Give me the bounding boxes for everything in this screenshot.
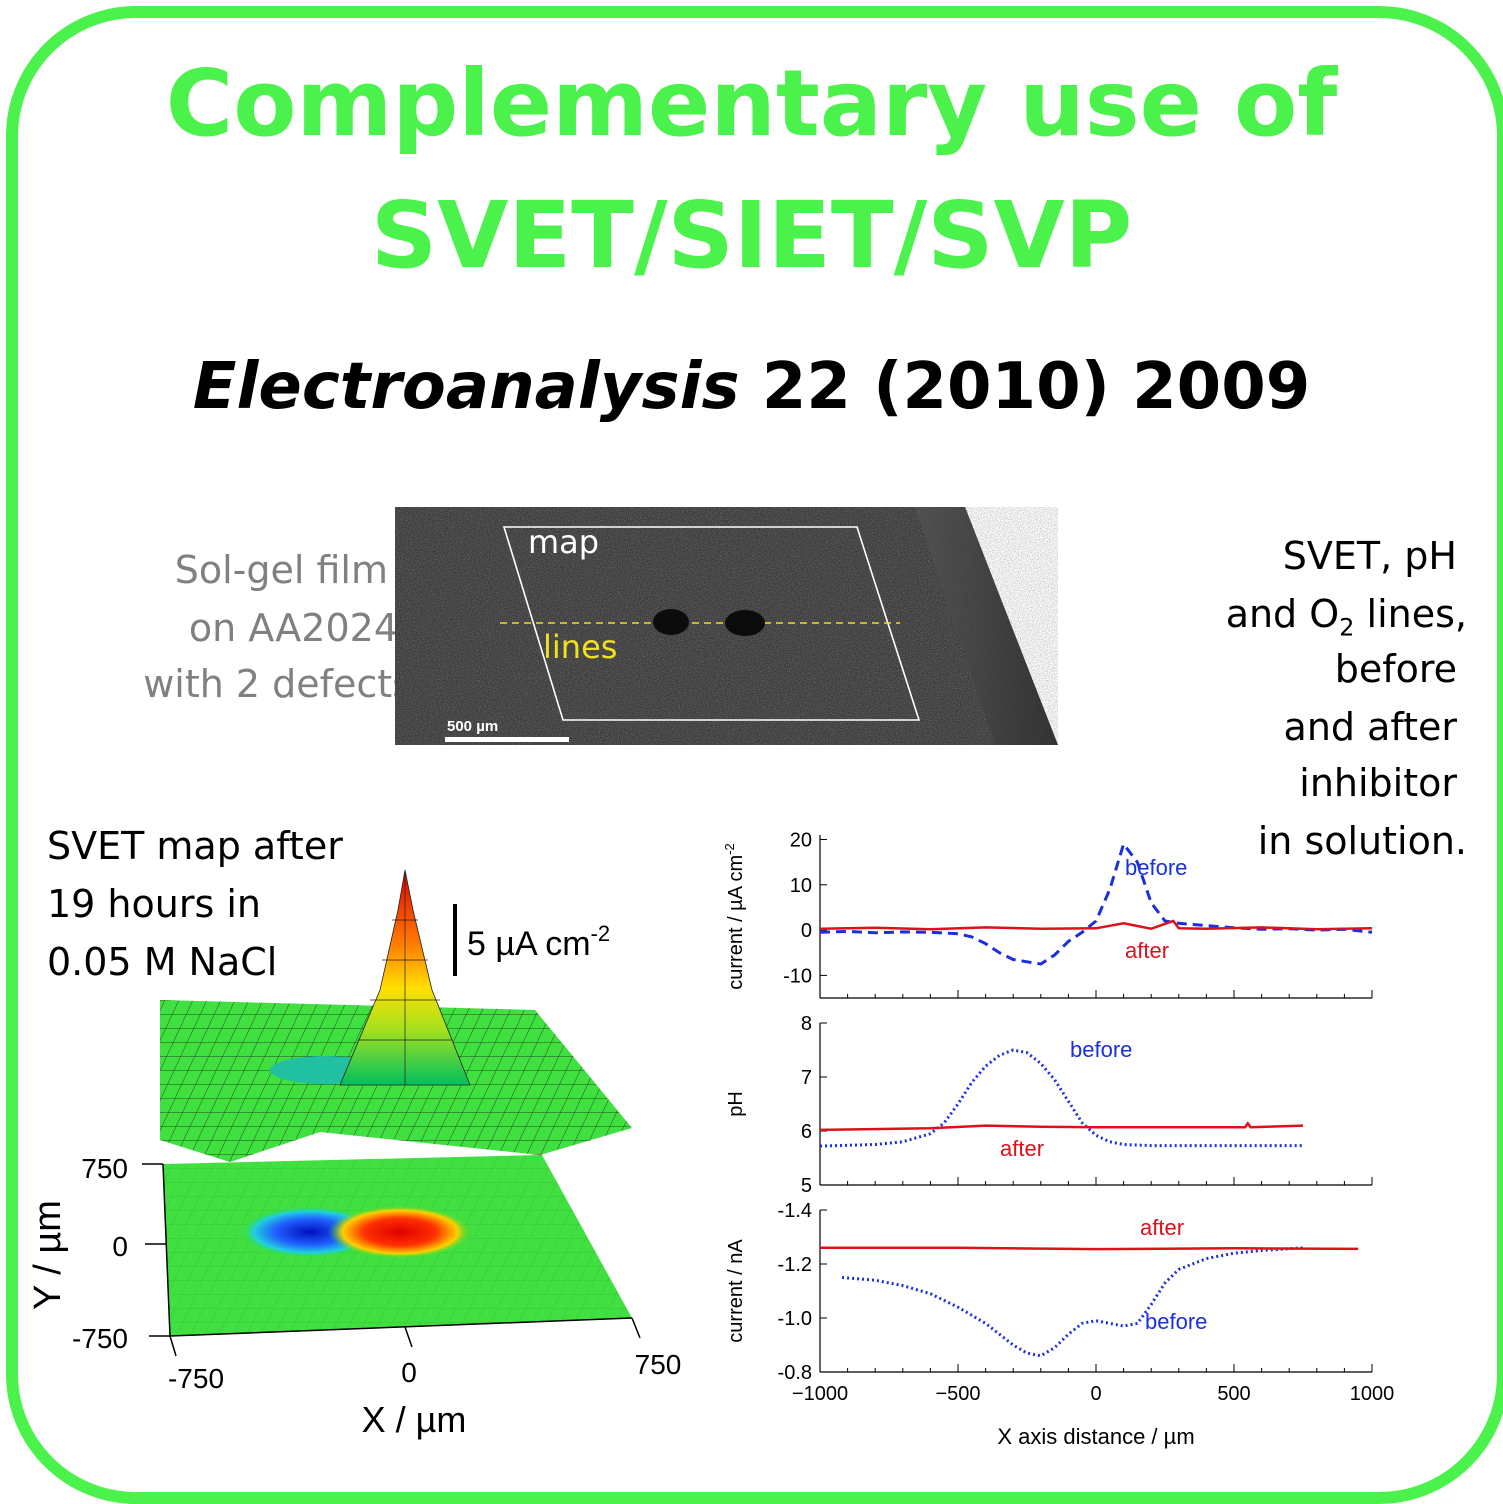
chart-0-label-after: after — [1125, 938, 1169, 963]
svet-caption-line-2: 19 hours in — [47, 882, 261, 926]
chart-0-label-before: before — [1125, 855, 1187, 880]
chart-1-series-after — [819, 1121, 1304, 1132]
svet-x-axis — [169, 1317, 633, 1337]
chart-2-x-tick-label: −1000 — [792, 1383, 848, 1405]
chart-2-y-tick-label: -0.8 — [778, 1362, 812, 1384]
svet-peak-mesh — [358, 870, 452, 1085]
chart-1-series-before — [819, 1048, 1303, 1148]
chart-1-y-tick-label: 6 — [801, 1121, 812, 1143]
svet-y-axis-label: Y / µm — [27, 1200, 69, 1310]
right-caption-line-1: SVET, pH — [1282, 534, 1457, 578]
svet-x-tick-minus750 — [169, 1335, 177, 1357]
right-caption-line-6: in solution. — [1257, 819, 1467, 863]
citation-rest: 22 (2010) 2009 — [739, 350, 1311, 424]
chart-2-y-label: current / nA — [725, 1239, 747, 1343]
defect-2 — [725, 610, 765, 636]
chart-0-y-tick-label: 0 — [801, 920, 812, 942]
chart-2-x-tick-label: 500 — [1217, 1383, 1250, 1405]
chart-0-y-tick-label: 10 — [790, 875, 812, 897]
chart-1-y-label: pH — [725, 1091, 747, 1117]
micrograph-caption-line-2: on AA2024 — [188, 606, 398, 650]
chart-2-series-after — [820, 1246, 1359, 1251]
svet-x-tick-0 — [404, 1326, 413, 1348]
right-caption-o2-b: lines, — [1354, 592, 1467, 636]
svet-x-axis-label: X / µm — [362, 1399, 467, 1440]
anodic-spot — [328, 1205, 472, 1259]
chart-2-y-tick-label: -1.2 — [778, 1254, 812, 1276]
right-caption-line-3: before — [1334, 647, 1457, 691]
citation: Electroanalysis 22 (2010) 2009 — [0, 350, 1503, 424]
chart-2-x-tick-label: 0 — [1090, 1383, 1101, 1405]
svet-y-tick-label-minus750: -750 — [72, 1323, 128, 1354]
chart-0-series-after — [819, 919, 1373, 931]
title-line-2: SVET/SIET/SVP — [370, 182, 1133, 289]
right-caption-line-4: and after — [1283, 705, 1457, 749]
scale-bar — [445, 737, 569, 742]
citation-journal: Electroanalysis — [192, 350, 740, 424]
chart-2-x-label: X axis distance / µm — [997, 1424, 1194, 1449]
chart-2-x-tick-label: −500 — [935, 1383, 980, 1405]
chart-0-y-tick-label: -10 — [783, 965, 812, 987]
svet-y-axis — [162, 1163, 171, 1337]
chart-1-y-tick-label: 5 — [801, 1175, 812, 1197]
chart-2-label-after: after — [1140, 1215, 1184, 1240]
svet-x-tick-750 — [631, 1317, 641, 1339]
svet-y-tick-label-750: 750 — [81, 1153, 128, 1184]
chart-1-label-after: after — [1000, 1136, 1044, 1161]
micrograph-edge — [915, 507, 1058, 745]
title-line-1: Complementary use of — [165, 50, 1338, 157]
svet-x-tick-label-minus750: -750 — [168, 1363, 224, 1394]
chart-1-label-before: before — [1070, 1037, 1132, 1062]
lines-label: lines — [543, 628, 617, 666]
right-caption-line-5: inhibitor — [1299, 761, 1457, 805]
chart-2-series-before — [841, 1246, 1304, 1358]
chart-2-label-before: before — [1145, 1309, 1207, 1334]
micrograph-caption-line-1: Sol-gel film — [174, 548, 388, 592]
map-region-outline — [502, 526, 921, 721]
chart-2-y-tick-label: -1.0 — [778, 1308, 812, 1330]
svet-x-tick-label-0: 0 — [401, 1357, 417, 1388]
map-label: map — [528, 523, 599, 561]
chart-0-y-tick-label: 20 — [790, 830, 812, 852]
svet-map-figure: 5 µA cm-2 750 0 -750 -750 0 750 Y / µm X… — [27, 869, 682, 1440]
defect-1 — [653, 609, 689, 635]
svet-scale-label: 5 µA cm-2 — [467, 921, 610, 963]
chart-0-series-before — [819, 840, 1373, 966]
svet-caption-line-1: SVET map after — [47, 824, 343, 868]
svet-y-tick-label-0: 0 — [112, 1231, 128, 1262]
right-caption-line-2: and O2 lines, — [1200, 586, 1467, 657]
chart-1-y-tick-label: 7 — [801, 1067, 812, 1089]
micrograph-image: map lines 500 µm — [395, 507, 1058, 745]
right-caption-o2-a: and O — [1225, 592, 1340, 636]
chart-1-y-tick-label: 8 — [801, 1013, 812, 1035]
scale-bar-label: 500 µm — [447, 718, 498, 735]
chart-2-y-tick-label: -1.4 — [778, 1200, 812, 1222]
micrograph-caption-line-3: with 2 defects — [143, 662, 412, 706]
right-caption-o2-sub: 2 — [1339, 613, 1355, 642]
chart-2-x-tick-label: 1000 — [1350, 1383, 1395, 1405]
svet-caption-line-3: 0.05 M NaCl — [47, 940, 278, 984]
chart-0-y-label: current / µA cm-2 — [722, 843, 747, 989]
svet-x-tick-label-750: 750 — [635, 1349, 682, 1380]
line-charts: 20 10 0 -10 current / µA cm-2 before after 8 7 6 5… — [722, 830, 1395, 1449]
